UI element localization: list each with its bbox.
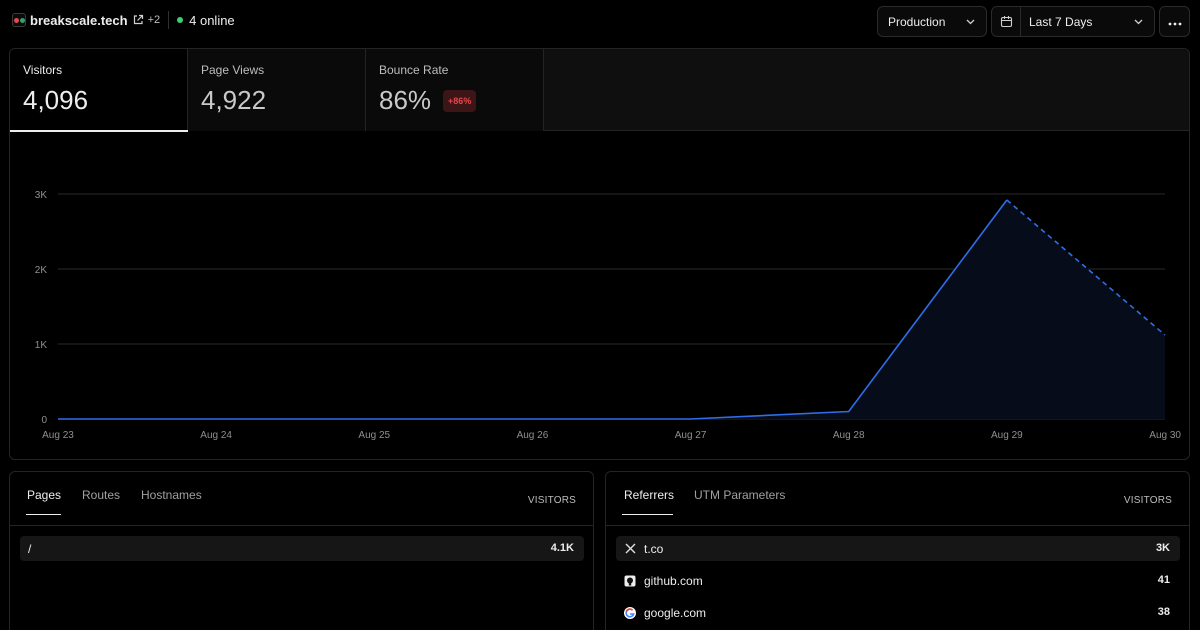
metric-label: Visitors	[23, 63, 63, 77]
x-tick-label: Aug 23	[42, 430, 74, 441]
divider	[168, 11, 170, 29]
series-line	[58, 199, 1008, 420]
metric-label: Bounce Rate	[379, 63, 449, 77]
y-tick-label: 2K	[35, 265, 48, 276]
site-name[interactable]: breakscale.tech	[30, 12, 128, 28]
change-badge: +86%	[443, 89, 477, 112]
referrer-name: t.co	[644, 541, 664, 556]
date-range-select[interactable]: Last 7 Days	[991, 6, 1155, 37]
metric-tabs-filler	[544, 49, 1189, 130]
metric-value: 4,922	[201, 85, 267, 115]
metric-tabs: Visitors 4,096 Page Views 4,922 Bounce R…	[10, 49, 1189, 132]
x-logo-icon	[624, 543, 636, 555]
project-logo-icon	[12, 13, 26, 27]
visitor-count: 41	[1157, 574, 1170, 586]
x-tick-label: Aug 24	[200, 430, 232, 441]
visitors-column-header: VISITORS	[1123, 495, 1172, 506]
environment-select-label: Production	[888, 14, 946, 29]
list-item[interactable]: github.com 41	[616, 568, 1180, 593]
series-line-projected	[1006, 199, 1166, 336]
x-tick-label: Aug 28	[833, 430, 865, 441]
y-tick-label: 0	[41, 415, 47, 426]
pages-tabs: Pages Routes Hostnames VISITORS	[10, 472, 593, 526]
y-tick-label: 1K	[35, 340, 48, 351]
external-link-icon[interactable]	[132, 14, 144, 26]
x-tick-label: Aug 30	[1149, 430, 1181, 441]
top-bar: breakscale.tech +2 4 online Production L…	[0, 0, 1200, 44]
metric-label: Page Views	[201, 63, 265, 77]
referrer-name: github.com	[644, 573, 703, 588]
metric-tab-page-views[interactable]: Page Views 4,922	[188, 49, 366, 131]
calendar-icon[interactable]	[992, 7, 1021, 36]
referrer-name: google.com	[644, 605, 707, 620]
list-item[interactable]: / 4.1K	[20, 536, 584, 561]
metric-value: 4,096	[23, 85, 89, 115]
environment-select[interactable]: Production	[877, 6, 987, 37]
x-tick-label: Aug 25	[358, 430, 390, 441]
online-count: 4 online	[189, 12, 235, 28]
online-status-dot-icon	[177, 17, 184, 23]
x-tick-label: Aug 27	[675, 430, 707, 441]
project-switcher[interactable]: breakscale.tech +2 4 online	[12, 11, 235, 29]
visitors-chart: 0 1K 2K 3K Aug 23 Aug 24 Aug 25 Aug 26 Aug 27 Aug…	[35, 190, 1182, 441]
y-tick-label: 3K	[35, 190, 48, 201]
x-tick-label: Aug 29	[991, 430, 1023, 441]
active-tab-indicator	[26, 514, 61, 515]
visitors-column-header: VISITORS	[527, 495, 576, 506]
metric-tab-visitors[interactable]: Visitors 4,096	[10, 49, 188, 132]
date-range-label: Last 7 Days	[1029, 15, 1093, 29]
extra-sites-count[interactable]: +2	[147, 14, 161, 26]
visitor-count: 4.1K	[550, 542, 574, 554]
tab-utm-parameters[interactable]: UTM Parameters	[694, 488, 786, 502]
tab-routes[interactable]: Routes	[82, 488, 121, 502]
tab-referrers[interactable]: Referrers	[624, 488, 675, 502]
x-tick-label: Aug 26	[517, 430, 549, 441]
page-path: /	[28, 541, 32, 556]
github-icon	[624, 575, 636, 587]
metric-value: 86%	[379, 85, 432, 115]
list-item[interactable]: google.com 38	[616, 600, 1180, 625]
visitor-count: 3K	[1155, 542, 1170, 554]
tab-pages[interactable]: Pages	[27, 488, 62, 502]
metric-tab-bounce-rate[interactable]: Bounce Rate 86% +86%	[366, 49, 544, 131]
google-icon	[624, 606, 636, 619]
more-horizontal-icon	[1168, 13, 1182, 31]
active-tab-indicator	[622, 514, 673, 515]
list-item[interactable]: t.co 3K	[616, 536, 1180, 561]
chevron-down-icon	[1133, 16, 1144, 30]
more-options-button[interactable]	[1159, 6, 1190, 37]
referrers-panel: Referrers UTM Parameters VISITORS t.co 3…	[605, 471, 1190, 630]
tab-hostnames[interactable]: Hostnames	[141, 488, 202, 502]
chevron-down-icon	[965, 16, 976, 30]
visitor-count: 38	[1157, 606, 1170, 618]
analytics-panel: Visitors 4,096 Page Views 4,922 Bounce R…	[9, 48, 1190, 460]
pages-panel: Pages Routes Hostnames VISITORS / 4.1K	[9, 471, 594, 630]
referrers-tabs: Referrers UTM Parameters VISITORS	[606, 472, 1189, 526]
area-fill	[58, 200, 1165, 419]
